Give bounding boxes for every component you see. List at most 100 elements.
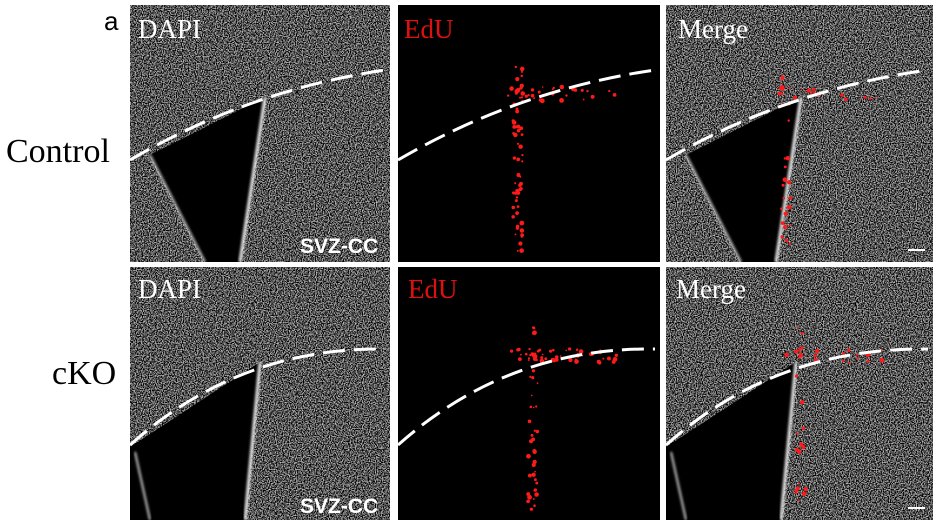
edu-signal [875,97,877,99]
edu-signal [538,91,541,94]
edu-signal [786,156,790,160]
background [398,267,660,520]
edu-signal [519,221,524,226]
edu-signal [542,354,544,356]
edu-signal [802,427,806,431]
edu-signal [518,145,522,149]
edu-signal [514,182,516,184]
edu-signal [560,85,565,90]
edu-signal [540,98,545,103]
edu-signal [517,205,520,208]
edu-signal [534,492,539,497]
edu-signal [531,88,534,91]
edu-signal [525,95,528,98]
edu-signal [797,327,799,329]
edu-signal [788,243,790,245]
edu-signal [537,350,540,353]
edu-signal [780,235,783,238]
edu-signal [531,395,533,397]
column-title: EdU [404,14,454,44]
edu-signal [555,355,559,359]
edu-signal [613,93,617,97]
edu-signal [608,90,610,92]
edu-signal [540,356,543,359]
edu-signal [880,358,885,363]
edu-signal [591,95,595,99]
edu-signal [553,87,555,89]
edu-signal [814,354,817,357]
edu-signal [534,471,536,473]
edu-signal [532,326,535,329]
edu-signal [518,188,522,192]
edu-signal [799,442,803,446]
edu-signal [800,400,804,404]
edu-signal [788,119,790,121]
edu-signal [521,160,523,162]
edu-signal [794,349,798,353]
edu-signal [574,88,577,91]
edu-signal [516,107,519,110]
edu-signal [513,156,516,159]
edu-signal [533,353,536,356]
edu-signal [515,211,519,215]
edu-signal [855,354,857,356]
edu-signal [518,357,522,361]
edu-signal [801,89,803,91]
edu-signal [511,215,514,218]
edu-signal [544,357,547,360]
edu-signal [549,350,552,353]
edu-signal [795,375,798,378]
edu-signal [813,92,815,94]
edu-signal [785,239,788,242]
edu-signal [521,96,523,98]
edu-signal [597,360,601,364]
edu-signal [542,86,544,88]
edu-signal [842,360,844,362]
edu-signal [509,86,514,91]
edu-signal [519,176,521,178]
edu-signal [531,473,535,477]
edu-signal [780,207,783,210]
edu-signal [784,165,787,168]
edu-signal [857,357,859,359]
edu-signal [798,353,803,358]
edu-signal [801,346,804,349]
edu-signal [533,460,537,464]
edu-signal [802,492,806,496]
edu-signal [612,360,616,364]
edu-signal [784,212,788,216]
micrograph [130,267,390,520]
edu-signal [815,349,819,353]
edu-signal [536,430,540,434]
edu-signal [788,87,790,89]
edu-signal [869,97,872,100]
edu-signal [510,350,513,353]
edu-signal [514,192,517,195]
edu-signal [526,454,531,459]
edu-signal [511,206,515,210]
edu-signal [782,184,785,187]
edu-signal [515,233,517,235]
edu-signal [513,133,517,137]
column-title: EdU [408,274,458,304]
edu-signal [798,348,801,351]
edu-signal [793,96,797,100]
edu-signal [521,75,523,77]
row-label: Control [6,133,110,170]
edu-signal [528,359,530,361]
edu-signal [519,97,521,99]
edu-signal [515,77,519,81]
edu-signal [527,94,529,96]
edu-signal [781,221,785,225]
edu-signal [531,94,535,98]
region-label: SVZ-CC [300,495,378,518]
edu-signal [533,498,535,500]
edu-signal [807,88,811,92]
edu-signal [565,94,567,96]
edu-signal [518,242,522,246]
edu-signal [522,92,524,94]
edu-signal [780,92,783,95]
edu-signal [607,356,611,360]
edu-signal [812,88,816,92]
edu-signal [528,357,530,359]
